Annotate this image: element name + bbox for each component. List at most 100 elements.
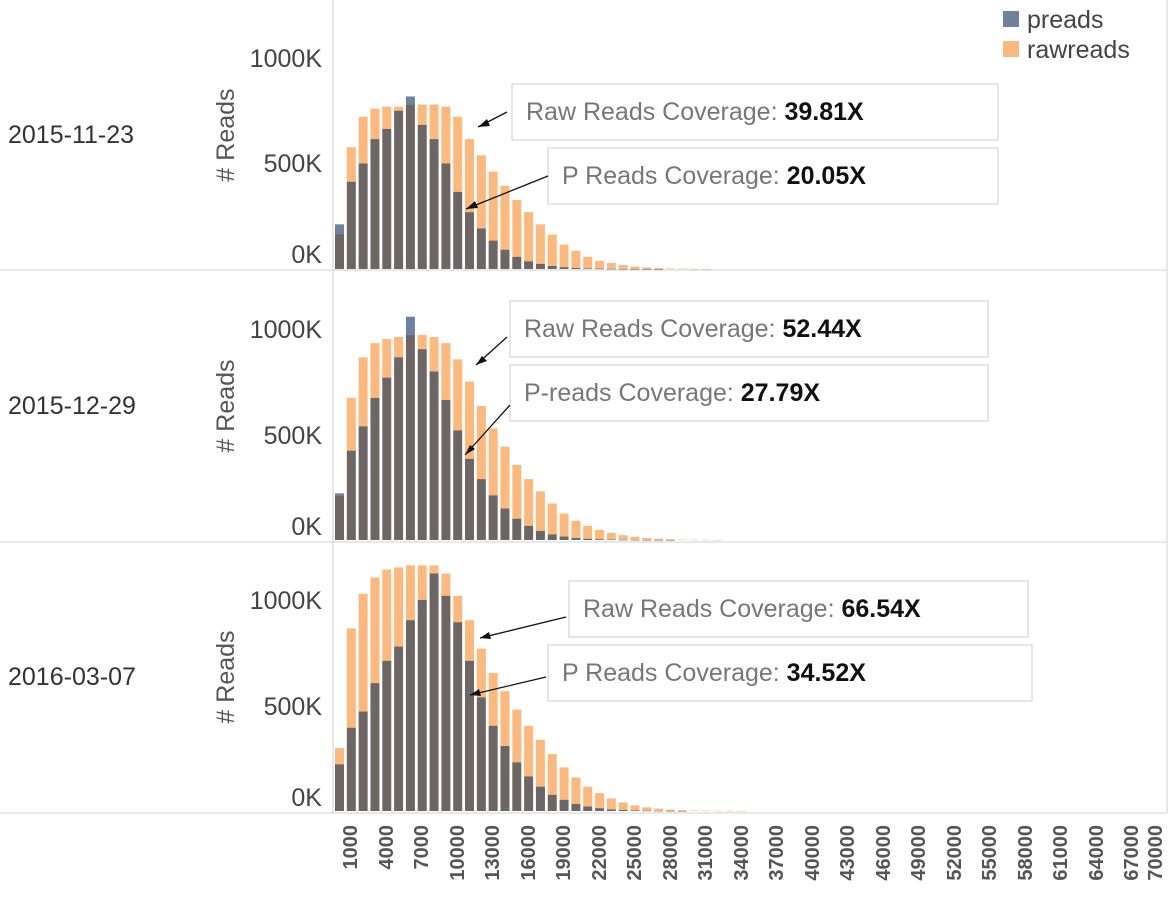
annotation-value: 52.44X	[782, 315, 862, 343]
bar-overlap-20000	[559, 536, 569, 540]
x-tick-labels: 1000 4000 7000 10000 13000 16000 19000 2…	[340, 825, 1167, 881]
bar-rawreads-15000	[500, 446, 510, 509]
bar-overlap-4000	[370, 397, 380, 540]
bar-rawreads-24000	[606, 532, 616, 540]
bar-overlap-3000	[358, 163, 368, 269]
bar-rawreads-26000	[630, 266, 640, 269]
bar-rawreads-13000	[476, 406, 486, 480]
bar-rawreads-18000	[535, 739, 545, 787]
annotation-text: Raw Reads Coverage: 52.44X	[524, 315, 862, 343]
bar-rawreads-32000	[701, 268, 711, 270]
bar-rawreads-31000	[689, 539, 699, 541]
bar-overlap-8000	[417, 349, 427, 540]
bar-overlap-20000	[559, 799, 569, 811]
bar-overlap-8000	[417, 599, 427, 811]
bar-overlap-28000	[654, 268, 664, 270]
bar-overlap-14000	[488, 725, 498, 811]
bar-rawreads-25000	[618, 264, 628, 269]
row-label-2015-12-29: 2015-12-29	[8, 392, 136, 420]
bar-rawreads-15000	[500, 185, 510, 250]
ytick-label: 1000K	[250, 45, 323, 73]
bar-preads-1000	[335, 224, 344, 235]
annotation-raw-coverage-3: Raw Reads Coverage: 66.54X	[479, 580, 1029, 639]
bar-rawreads-5000	[382, 339, 392, 378]
annotation-text: Raw Reads Coverage: 39.81X	[526, 98, 864, 126]
bar-overlap-6000	[394, 357, 404, 540]
bar-rawreads-20000	[559, 767, 569, 800]
annotation-arrowhead	[480, 632, 491, 639]
annotation-label: Raw Reads Coverage:	[583, 595, 841, 623]
bar-overlap-25000	[618, 539, 628, 541]
bars-panel-3	[335, 565, 746, 812]
annotation-box	[547, 147, 999, 205]
bar-overlap-27000	[642, 810, 652, 812]
ytick-label: 0K	[291, 241, 322, 269]
bar-overlap-25000	[618, 809, 628, 811]
bar-overlap-17000	[524, 776, 534, 811]
bar-overlap-10000	[441, 595, 451, 811]
bar-overlap-18000	[535, 786, 545, 811]
bar-overlap-23000	[595, 808, 605, 811]
bar-overlap-28000	[654, 539, 664, 541]
bar-rawreads-12000	[465, 381, 475, 459]
bar-overlap-12000	[465, 212, 475, 269]
bar-overlap-27000	[642, 539, 652, 541]
bar-rawreads-34000	[725, 810, 735, 812]
xtick-label: 16000	[518, 825, 540, 881]
bar-rawreads-20000	[559, 513, 569, 537]
bar-overlap-8000	[417, 124, 427, 270]
bar-overlap-24000	[606, 539, 616, 541]
bar-rawreads-32000	[701, 539, 711, 541]
bar-rawreads-13000	[476, 648, 486, 698]
annotation-arrowhead	[470, 689, 481, 696]
ytick-label: 0K	[291, 513, 322, 541]
bar-overlap-2000	[346, 727, 356, 811]
xtick-label: 58000	[1015, 825, 1037, 881]
bar-rawreads-25000	[618, 535, 628, 540]
bar-overlap-5000	[382, 377, 392, 540]
bar-overlap-22000	[583, 268, 593, 269]
bar-overlap-19000	[547, 794, 557, 811]
annotation-value: 27.79X	[741, 379, 821, 407]
bar-rawreads-22000	[583, 525, 593, 539]
bar-overlap-13000	[476, 697, 486, 811]
bar-rawreads-8000	[417, 104, 427, 125]
bar-rawreads-30000	[677, 539, 687, 540]
bar-rawreads-3000	[358, 593, 368, 712]
annotation-text: P Reads Coverage: 34.52X	[562, 659, 866, 687]
bar-rawreads-21000	[571, 250, 581, 268]
annotation-label: P Reads Coverage:	[562, 659, 787, 687]
legend-swatch-preads	[1003, 11, 1019, 27]
bar-rawreads-9000	[429, 104, 439, 140]
bar-overlap-19000	[547, 265, 557, 269]
annotation-value: 66.54X	[841, 595, 921, 623]
bar-overlap-24000	[606, 809, 616, 811]
annotation-p-coverage-3: P Reads Coverage: 34.52X	[469, 644, 1033, 702]
bar-rawreads-8000	[417, 565, 427, 600]
annotation-raw-coverage-2: Raw Reads Coverage: 52.44X	[475, 300, 989, 366]
bar-overlap-10000	[441, 163, 451, 269]
annotation-label: P Reads Coverage:	[562, 162, 787, 190]
bar-overlap-15000	[500, 249, 510, 269]
bar-rawreads-29000	[665, 268, 675, 269]
bar-rawreads-2000	[346, 397, 356, 451]
bar-rawreads-10000	[441, 343, 451, 400]
bar-rawreads-5000	[382, 569, 392, 661]
bar-overlap-11000	[453, 191, 463, 269]
annotation-value: 39.81X	[784, 98, 864, 126]
bar-rawreads-17000	[524, 212, 534, 262]
legend-label-rawreads: rawreads	[1027, 36, 1130, 64]
bar-rawreads-14000	[488, 428, 498, 496]
bar-overlap-3000	[358, 426, 368, 540]
annotation-arrowhead	[476, 356, 487, 365]
bar-rawreads-28000	[654, 808, 664, 811]
bar-rawreads-3000	[358, 116, 368, 164]
annotation-label: Raw Reads Coverage:	[524, 315, 782, 343]
bar-overlap-14000	[488, 495, 498, 540]
ytick-label: 1000K	[250, 587, 323, 615]
legend-swatch-rawreads	[1003, 41, 1019, 57]
annotation-box	[509, 364, 989, 422]
bar-rawreads-31000	[689, 810, 699, 811]
bar-overlap-23000	[595, 539, 605, 540]
bar-rawreads-25000	[618, 802, 628, 810]
